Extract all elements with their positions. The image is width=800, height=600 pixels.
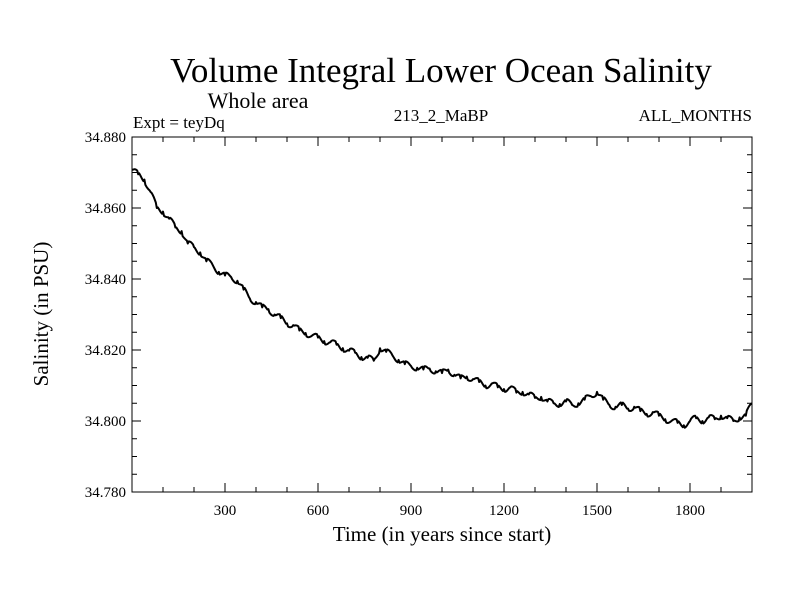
y-tick-label: 34.860 <box>85 201 126 217</box>
x-axis-label: Time (in years since start) <box>333 522 552 546</box>
chart-title: Volume Integral Lower Ocean Salinity <box>170 51 712 90</box>
axis-ticks <box>132 137 752 492</box>
x-tick-label: 300 <box>214 503 237 519</box>
y-tick-label: 34.840 <box>85 272 126 288</box>
y-tick-label: 34.820 <box>85 343 126 359</box>
chart-subtitle: Whole area <box>208 88 309 113</box>
x-tick-label: 1500 <box>582 503 612 519</box>
y-tick-label: 34.800 <box>85 414 126 430</box>
plot-frame <box>131 136 753 493</box>
x-tick-label: 600 <box>307 503 330 519</box>
x-tick-label: 1800 <box>675 503 705 519</box>
y-axis-label: Salinity (in PSU) <box>29 242 53 387</box>
x-tick-label: 1200 <box>489 503 519 519</box>
y-tick-label: 34.880 <box>85 130 126 146</box>
series-line-salinity <box>131 168 753 429</box>
experiment-label: Expt = teyDq <box>133 113 225 132</box>
y-tick-label: 34.780 <box>85 485 126 501</box>
y-tick-labels: 34.780 34.800 34.820 34.840 34.860 34.880 <box>85 130 126 501</box>
x-tick-label: 900 <box>400 503 423 519</box>
months-label: ALL_MONTHS <box>639 106 752 125</box>
run-id-label: 213_2_MaBP <box>394 106 488 125</box>
x-tick-labels: 300 600 900 1200 1500 1800 <box>214 503 705 519</box>
